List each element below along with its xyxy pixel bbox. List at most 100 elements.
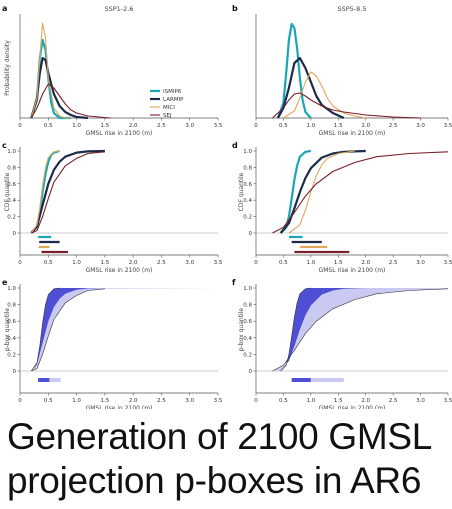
pbox-left-edge <box>280 287 311 372</box>
legend-label-mici: MICI <box>163 105 175 111</box>
y-tick-label: 0.8 <box>7 165 16 171</box>
y-tick-label: 0.6 <box>243 319 252 325</box>
x-tick-label: 3.5 <box>444 123 452 129</box>
panel-b: b SSP5-8.5 0 0.5 1.0 1.5 2.0 2.5 3.0 3.5 GMSL rise… <box>232 4 452 137</box>
x-tick-label: 2.5 <box>157 398 166 404</box>
series-line-mici <box>30 150 60 234</box>
x-tick-label: 1.0 <box>306 123 315 129</box>
pbox-left-edge <box>31 287 60 372</box>
x-tick-label: 3.0 <box>416 260 425 266</box>
series-line-sej <box>272 151 449 234</box>
x-tick-label: 2.5 <box>157 260 166 266</box>
pbox-range-bar-inner <box>291 378 311 382</box>
series-line-mici <box>30 22 71 119</box>
x-axis-label: GMSL rise in 2100 (m) <box>319 130 386 137</box>
x-tick-label: 3.0 <box>416 123 425 129</box>
x-tick-label: 0.5 <box>279 398 288 404</box>
caption-line-1: Generation of 2100 GMSL <box>7 416 433 457</box>
series-line-sej <box>31 151 105 234</box>
x-tick-label: 1.5 <box>100 123 109 129</box>
x-tick-label: 0 <box>254 260 258 266</box>
pbox-right-edge <box>272 288 449 372</box>
y-tick-label: 1.0 <box>243 286 252 292</box>
x-tick-label: 1.0 <box>72 123 81 129</box>
x-axis-label: GMSL rise in 2100 (m) <box>319 267 386 274</box>
y-tick-label: 0 <box>13 369 17 375</box>
panel-letter: f <box>232 278 236 287</box>
x-tick-label: 0.5 <box>44 260 53 266</box>
y-tick-label: 0.8 <box>7 303 16 309</box>
x-tick-label: 1.0 <box>306 260 315 266</box>
panel-c: c 0 0.5 1.0 1.5 2.0 2.5 3.0 3.5 GMSL rise in 2100… <box>2 141 223 274</box>
x-axis-label: GMSL rise in 2100 (m) <box>86 130 153 137</box>
x-tick-label: 1.0 <box>72 260 81 266</box>
x-tick-label: 2.0 <box>361 398 370 404</box>
y-tick-label: 0 <box>249 369 253 375</box>
x-tick-label: 3.5 <box>214 398 223 404</box>
x-tick-label: 2.5 <box>389 123 398 129</box>
x-tick-label: 0 <box>18 398 22 404</box>
x-tick-label: 1.5 <box>334 398 343 404</box>
y-tick-label: 0.4 <box>7 336 16 342</box>
x-tick-label: 2.5 <box>389 398 398 404</box>
series-line-ismip6 <box>279 149 312 234</box>
y-tick-label: 0 <box>13 231 17 237</box>
x-tick-label: 2.0 <box>361 260 370 266</box>
x-tick-label: 3.5 <box>444 398 452 404</box>
x-tick-label: 0.5 <box>44 123 53 129</box>
x-tick-label: 0.5 <box>44 398 53 404</box>
series-line-mici <box>288 150 355 234</box>
caption-line-2: projection p-boxes in AR6 <box>7 460 422 501</box>
y-axis-label: CDF quantile <box>4 172 11 211</box>
panel-letter: b <box>232 4 238 13</box>
legend-label-larmip: LARMIP <box>163 97 184 103</box>
y-tick-label: 0.2 <box>7 215 16 221</box>
x-axis-label: GMSL rise in 2100 (m) <box>86 405 153 409</box>
panel-letter: d <box>232 141 238 150</box>
y-tick-label: 0.8 <box>243 303 252 309</box>
y-tick-label: 0.6 <box>243 182 252 188</box>
panel-title: SSP1-2.6 <box>105 5 134 13</box>
panel-d: d 0 0.5 1.0 1.5 2.0 2.5 3.0 3.5 GMSL rise in 2100… <box>232 141 452 274</box>
pbox-inner-band <box>31 288 105 371</box>
pbox-range-bar-inner <box>38 378 50 382</box>
x-tick-label: 3.0 <box>185 398 194 404</box>
x-tick-label: 1.0 <box>306 398 315 404</box>
x-tick-label: 1.5 <box>334 260 343 266</box>
y-axis-label: Probability density <box>4 40 11 96</box>
y-tick-label: 1.0 <box>243 149 252 155</box>
panel-letter: e <box>2 278 8 287</box>
y-tick-label: 1.0 <box>7 149 16 155</box>
pbox-range-bar-outer <box>49 378 61 382</box>
y-axis-label: p-box quantile <box>4 308 11 352</box>
panel-a: a SSP1-2.6 0 0.5 1.0 1.5 2.0 2.5 3.0 3.5 GMSL rise… <box>2 4 223 137</box>
pbox-outer-band <box>31 288 218 371</box>
series-line-mici <box>283 71 366 119</box>
x-tick-label: 3.0 <box>185 260 194 266</box>
panel-letter: a <box>2 4 7 13</box>
panel-title: SSP5-8.5 <box>338 5 367 13</box>
x-tick-label: 0 <box>254 123 258 129</box>
y-tick-label: 0.4 <box>243 198 252 204</box>
x-tick-label: 0 <box>18 123 22 129</box>
y-tick-label: 0.4 <box>7 198 16 204</box>
y-tick-label: 1.0 <box>7 286 16 292</box>
x-tick-label: 0.5 <box>279 260 288 266</box>
series-line-ismip6 <box>276 22 312 119</box>
x-tick-label: 0 <box>18 260 22 266</box>
x-tick-label: 3.5 <box>444 260 452 266</box>
x-tick-label: 0 <box>254 398 258 404</box>
pbox-right-edge <box>31 288 105 372</box>
x-tick-label: 2.5 <box>389 260 398 266</box>
x-tick-label: 1.0 <box>72 398 81 404</box>
y-tick-label: 0.4 <box>243 336 252 342</box>
y-tick-label: 0 <box>249 231 253 237</box>
x-tick-label: 1.5 <box>100 260 109 266</box>
x-tick-label: 2.0 <box>129 260 138 266</box>
y-tick-label: 0.6 <box>7 319 16 325</box>
series-line-larmip <box>30 149 105 234</box>
y-tick-label: 0.8 <box>243 165 252 171</box>
legend-label-sej: SEJ <box>163 113 172 119</box>
x-tick-label: 2.5 <box>157 123 166 129</box>
y-axis-label: CDF quantile <box>238 172 245 211</box>
